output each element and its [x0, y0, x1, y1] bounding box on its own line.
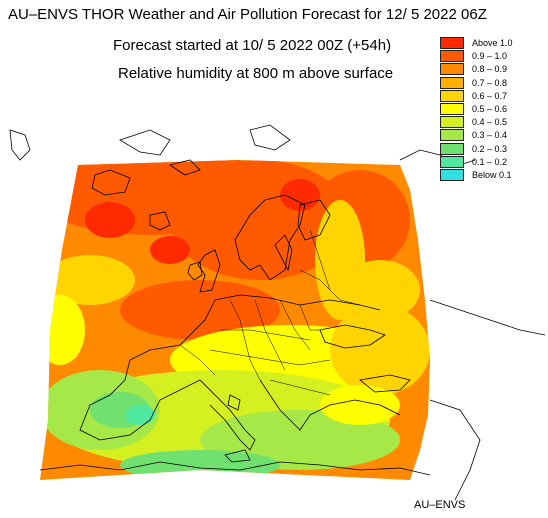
legend-label: 0.4 – 0.5	[472, 117, 508, 128]
legend-item: 0.4 – 0.5	[440, 116, 540, 129]
legend-swatch	[440, 116, 464, 129]
legend-item: 0.2 – 0.3	[440, 142, 540, 155]
legend-swatch	[440, 142, 464, 155]
legend-item: 0.8 – 0.9	[440, 63, 540, 76]
legend-item: 0.1 – 0.2	[440, 155, 540, 168]
legend-label: Below 0.1	[472, 170, 512, 180]
humidity-field	[40, 160, 430, 480]
legend-item: 0.5 – 0.6	[440, 103, 540, 115]
legend-label: 0.3 – 0.4	[472, 130, 508, 141]
legend-label: 0.8 – 0.9	[472, 64, 508, 75]
legend-label: 0.6 – 0.7	[472, 90, 508, 101]
legend-label: 0.9 – 1.0	[472, 51, 508, 62]
legend-item: 0.7 – 0.8	[440, 76, 540, 89]
forecast-start-line: Forecast started at 10/ 5 2022 00Z (+54h…	[113, 37, 392, 54]
legend-swatch	[440, 50, 464, 63]
legend-item: Below 0.1	[440, 169, 540, 181]
legend-swatch	[440, 155, 464, 168]
country-borders	[179, 229, 361, 396]
legend-swatch	[440, 89, 464, 102]
legend-swatch	[440, 129, 464, 142]
legend-item: Above 1.0	[440, 37, 540, 49]
credit-label: AU–ENVS	[414, 499, 466, 511]
legend-item: 0.6 – 0.7	[440, 89, 540, 102]
legend-swatch	[440, 103, 464, 115]
legend-swatch	[440, 169, 464, 181]
legend-label: 0.5 – 0.6	[472, 104, 508, 114]
legend-swatch	[440, 63, 464, 76]
map-title: AU–ENVS THOR Weather and Air Pollution F…	[8, 6, 487, 23]
legend-item: 0.9 – 1.0	[440, 50, 540, 63]
legend-swatch	[440, 37, 464, 49]
variable-description: Relative humidity at 800 m above surface	[118, 65, 394, 82]
legend-swatch	[440, 76, 464, 89]
legend-label: 0.1 – 0.2	[472, 156, 508, 167]
legend-label: 0.2 – 0.3	[472, 143, 508, 154]
legend-item: 0.3 – 0.4	[440, 129, 540, 142]
legend-label: Above 1.0	[472, 38, 513, 48]
legend-label: 0.7 – 0.8	[472, 77, 508, 88]
